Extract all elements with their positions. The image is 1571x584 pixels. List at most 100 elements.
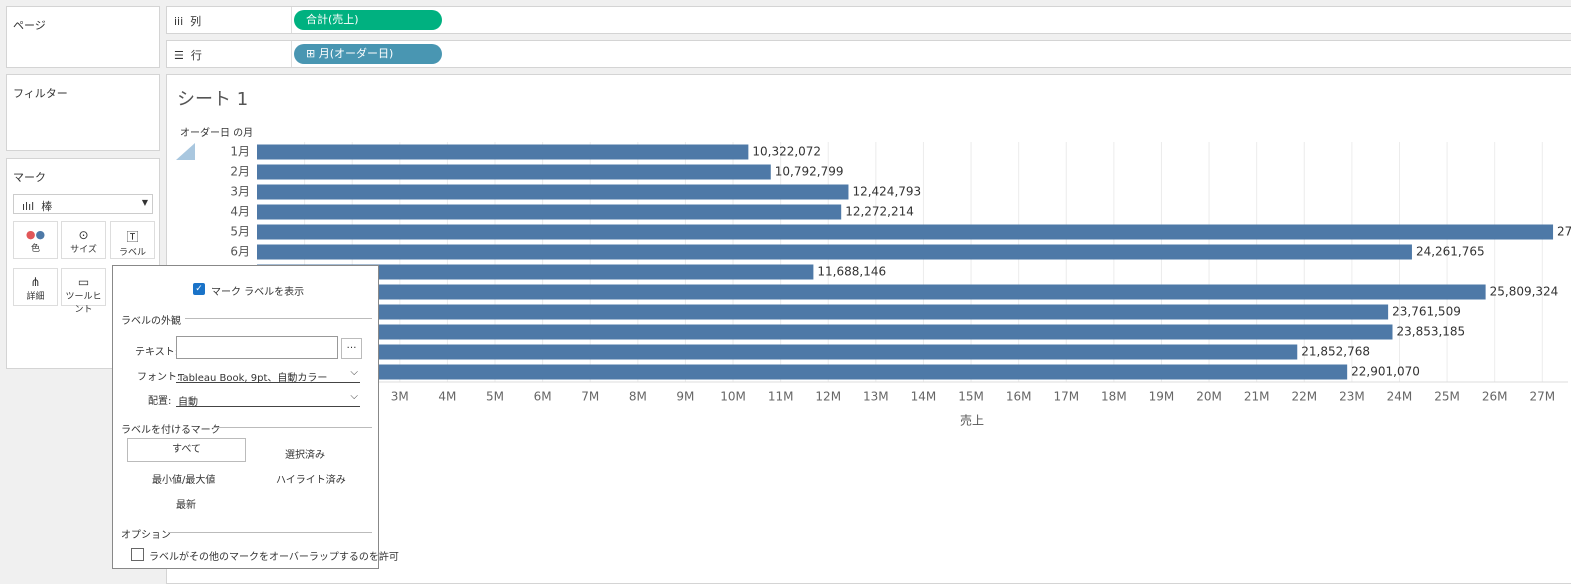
text-edit-button[interactable]: … xyxy=(341,338,362,359)
value-label: 10,792,799 xyxy=(775,165,844,179)
x-tick-label: 11M xyxy=(768,390,794,404)
x-tick-label: 3M xyxy=(391,390,409,404)
bar xyxy=(257,344,1298,360)
x-tick-label: 20M xyxy=(1196,390,1222,404)
value-label: 25,809,324 xyxy=(1490,285,1559,299)
x-tick-label: 23M xyxy=(1339,390,1365,404)
x-tick-label: 4M xyxy=(438,390,456,404)
rows-pill[interactable]: ⊞ 月(オーダー日) xyxy=(294,44,442,64)
section-title: ラベルを付けるマーク xyxy=(121,425,221,436)
text-label: テキスト: xyxy=(135,347,179,358)
bar xyxy=(257,284,1486,300)
bar xyxy=(257,364,1348,380)
y-tick-label: 4月 xyxy=(230,205,250,219)
y-tick-label: 5月 xyxy=(230,225,250,239)
option-selected[interactable]: 選択済み xyxy=(285,450,325,461)
bar xyxy=(257,164,771,180)
x-tick-label: 7M xyxy=(581,390,599,404)
align-value: 自動 xyxy=(178,397,198,408)
section-title: ラベルの外観 xyxy=(121,316,181,327)
font-select[interactable]: Tableau Book, 9pt、自動カラー ⌵ xyxy=(176,367,360,384)
x-axis-title: 売上 xyxy=(960,413,984,428)
align-label: 配置: xyxy=(148,396,172,407)
font-value: Tableau Book, 9pt、自動カラー xyxy=(178,373,328,384)
x-tick-label: 9M xyxy=(676,390,694,404)
option-latest[interactable]: 最新 xyxy=(176,500,196,511)
x-tick-label: 6M xyxy=(534,390,552,404)
size-button[interactable]: ⊙ サイズ xyxy=(61,221,106,259)
x-tick-label: 12M xyxy=(815,390,841,404)
overlap-checkbox[interactable] xyxy=(131,548,144,561)
bar xyxy=(257,324,1393,340)
show-labels-text: マーク ラベルを表示 xyxy=(211,287,305,298)
label-popup: ✓ マーク ラベルを表示 ラベルの外観 テキスト: … フォント: Tablea… xyxy=(112,265,399,569)
button-label: 色 xyxy=(30,244,40,254)
text-input[interactable] xyxy=(176,336,338,359)
x-tick-label: 18M xyxy=(1101,390,1127,404)
value-label: 10,322,072 xyxy=(752,145,821,159)
x-tick-label: 5M xyxy=(486,390,504,404)
y-tick-label: 3月 xyxy=(230,185,250,199)
align-select[interactable]: 自動 ⌵ xyxy=(176,391,360,408)
row-header: オーダー日 の月 xyxy=(180,126,253,139)
x-tick-label: 14M xyxy=(911,390,937,404)
bar xyxy=(257,144,749,160)
bar xyxy=(257,224,1554,240)
button-label: サイズ xyxy=(70,245,97,255)
value-label: 21,852,768 xyxy=(1301,345,1370,359)
pages-card: ページ xyxy=(6,6,160,68)
shelf-label: iii 列 xyxy=(174,15,202,28)
x-tick-label: 19M xyxy=(1149,390,1175,404)
mark-type: ılıl 棒 xyxy=(22,200,53,213)
bar xyxy=(257,244,1412,260)
bar xyxy=(257,184,849,200)
filters-title: フィルター xyxy=(13,87,68,100)
rows-label: 行 xyxy=(190,49,202,62)
marks-title: マーク xyxy=(13,171,46,184)
option-minmax[interactable]: 最小値/最大値 xyxy=(152,475,216,486)
value-label: 22,901,070 xyxy=(1351,365,1420,379)
rows-shelf: ☰ 行 ⊞ 月(オーダー日) xyxy=(166,40,1571,68)
value-label: 12,272,214 xyxy=(845,205,914,219)
tooltip-button[interactable]: ▭ ツールヒント xyxy=(61,268,106,315)
columns-label: 列 xyxy=(190,15,202,28)
x-tick-label: 24M xyxy=(1387,390,1413,404)
select-arrow: ⌵ xyxy=(350,367,358,378)
value-label: 23,761,509 xyxy=(1392,305,1461,319)
columns-pill[interactable]: 合計(売上) xyxy=(294,10,442,30)
x-tick-label: 16M xyxy=(1006,390,1032,404)
columns-shelf: iii 列 合計(売上) xyxy=(166,6,1571,34)
x-tick-label: 13M xyxy=(863,390,889,404)
option-highlighted[interactable]: ハイライト済み xyxy=(276,475,346,486)
mark-type-dropdown[interactable]: ılıl 棒 ▼ xyxy=(13,194,153,214)
y-tick-label: 1月 xyxy=(230,145,250,159)
x-tick-label: 25M xyxy=(1434,390,1460,404)
bar xyxy=(257,264,814,280)
filters-card: フィルター xyxy=(6,74,160,151)
x-tick-label: 17M xyxy=(1053,390,1079,404)
mark-type-value: 棒 xyxy=(41,200,53,213)
x-tick-label: 21M xyxy=(1244,390,1270,404)
sort-indicator xyxy=(176,143,195,160)
value-label: 11,688,146 xyxy=(817,265,886,279)
value-label: 23,853,185 xyxy=(1396,325,1465,339)
x-tick-label: 15M xyxy=(958,390,984,404)
sheet-title: シート 1 xyxy=(177,89,248,110)
detail-button[interactable]: ⋔ 詳細 xyxy=(13,268,58,306)
show-labels-checkbox[interactable]: ✓ xyxy=(193,283,205,295)
color-button[interactable]: ●● 色 xyxy=(13,221,58,259)
rows-pill-text: 月(オーダー日) xyxy=(318,47,394,60)
value-label: 12,424,793 xyxy=(852,185,921,199)
button-label: 詳細 xyxy=(26,292,45,302)
option-all[interactable]: すべて xyxy=(127,438,246,462)
y-tick-label: 2月 xyxy=(230,165,250,179)
dropdown-arrow: ▼ xyxy=(141,198,148,207)
value-label: 27,226,000 xyxy=(1557,225,1571,239)
overlap-text: ラベルがその他のマークをオーバーラップするのを許可 xyxy=(149,552,399,563)
x-tick-label: 27M xyxy=(1529,390,1555,404)
label-button[interactable]: 🅃 ラベル xyxy=(110,221,155,259)
select-arrow: ⌵ xyxy=(350,391,358,402)
button-label: ツールヒント xyxy=(65,292,102,315)
